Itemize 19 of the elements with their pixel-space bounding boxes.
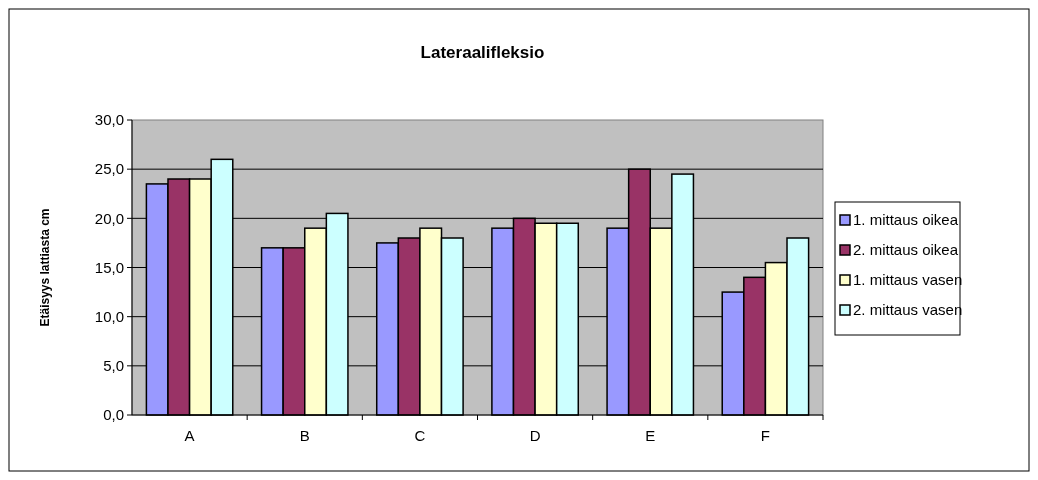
y-tick-label: 20,0 [94,209,124,227]
legend-label: 2. mittaus vasen [853,301,963,319]
legend-label: 1. mittaus vasen [853,271,963,289]
y-tick-label: 10,0 [94,307,124,325]
legend-label: 1. mittaus oikea [853,211,959,229]
x-tick-label: D [529,427,541,444]
y-tick-label: 30,0 [94,111,124,129]
legend-label: 2. mittaus oikea [853,241,959,259]
x-tick-label: E [645,427,656,444]
x-tick-label: A [184,427,195,444]
y-tick-label: 25,0 [94,160,124,178]
y-tick-label: 5,0 [103,357,124,375]
y-tick-label: 0,0 [103,406,124,424]
y-tick-label: 15,0 [94,258,124,276]
x-tick-label: B [299,427,310,444]
chart-title: Lateraalifleksio [420,43,545,62]
x-tick-label: C [414,427,426,444]
y-axis-title: Etäisyys lattiasta cm [38,208,52,327]
x-tick-label: F [760,427,770,444]
